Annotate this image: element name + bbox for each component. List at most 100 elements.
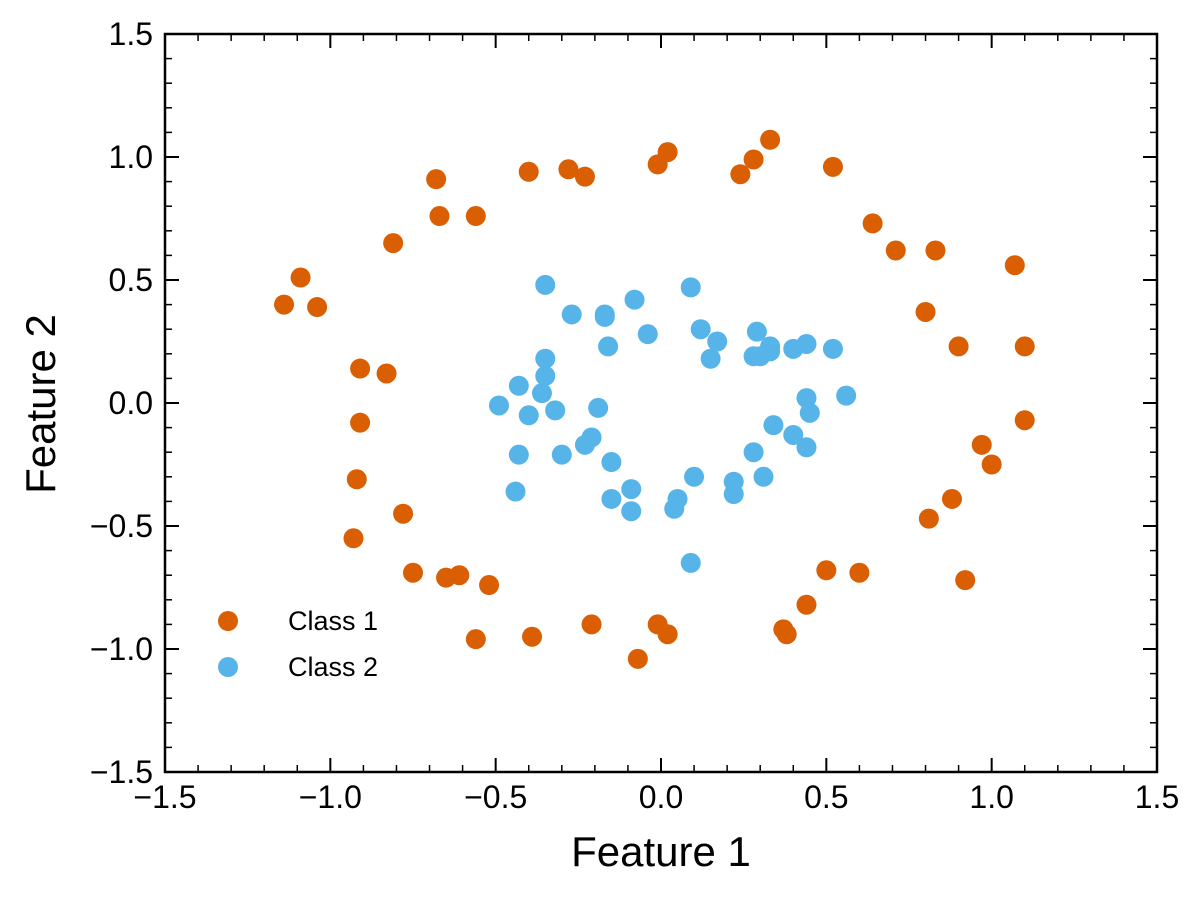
class-2-point (624, 289, 645, 310)
class-1-point (558, 159, 579, 180)
x-tick-label: −0.5 (464, 779, 527, 815)
class-1-point (981, 454, 1002, 475)
class-1-point (307, 297, 328, 318)
class-1-point (522, 626, 543, 647)
legend-label-class-2: Class 2 (288, 652, 378, 682)
class-2-point (753, 466, 774, 487)
class-1-point (290, 267, 311, 288)
class-2-point (508, 375, 529, 396)
class-1-point (1014, 336, 1035, 357)
class-1-point (885, 240, 906, 261)
class-1-point (274, 294, 295, 315)
y-tick-label: 0.0 (109, 385, 153, 421)
class-2-point (637, 324, 658, 345)
tick-labels: −1.5 −1.0 −0.5 0.0 0.5 1.0 1.5 −1.5 −1.0 −0.5 0.0 0… (90, 16, 1179, 815)
class-2-point (621, 501, 642, 522)
class-1-point (657, 142, 678, 163)
class-2-point (690, 319, 711, 340)
class-1-point (918, 508, 939, 529)
class-2-point (488, 395, 509, 416)
class-1-point (426, 169, 447, 190)
class-2-point (531, 383, 552, 404)
class-2-point (783, 424, 804, 445)
class-1-point (479, 575, 500, 596)
class-1-point (465, 206, 486, 227)
class-1-point (862, 213, 883, 234)
x-tick-label: −1.0 (299, 779, 362, 815)
class-2-point (700, 348, 721, 369)
class-2-point (621, 479, 642, 500)
class-1-point (760, 129, 781, 150)
class-2-point (763, 415, 784, 436)
x-tick-label: 1.5 (1135, 779, 1179, 815)
y-tick-label: 0.5 (109, 262, 153, 298)
class-2-point (746, 321, 767, 342)
class-1-point (350, 358, 371, 379)
y-tick-label: 1.0 (109, 139, 153, 175)
data-points (274, 129, 1035, 669)
y-axis-label: Feature 2 (17, 314, 64, 494)
class-1-point (429, 206, 450, 227)
class-2-point (836, 385, 857, 406)
class-1-point (948, 336, 969, 357)
class-1-point (925, 240, 946, 261)
class-1-point (941, 488, 962, 509)
class-2-point (535, 348, 556, 369)
class-1-point (647, 614, 668, 635)
class-1-point (955, 570, 976, 591)
class-2-point (707, 331, 728, 352)
class-1-point (574, 166, 595, 187)
class-2-point (598, 336, 619, 357)
class-2-point (796, 333, 817, 354)
class-1-point (849, 562, 870, 583)
legend-label-class-1: Class 1 (288, 606, 378, 636)
class-2-point (796, 437, 817, 458)
class-1-point (971, 434, 992, 455)
class-1-point (465, 629, 486, 650)
class-1-point (796, 594, 817, 615)
class-1-point (518, 161, 539, 182)
x-tick-label: 1.0 (969, 779, 1013, 815)
y-tick-label: −0.5 (90, 508, 153, 544)
class-2-point (561, 304, 582, 325)
class-2-point (588, 397, 609, 418)
class-2-point (822, 338, 843, 359)
x-tick-label: 0.0 (639, 779, 683, 815)
class-1-point (816, 560, 837, 581)
x-tick-label: 0.5 (804, 779, 848, 815)
class-2-point (518, 405, 539, 426)
class-2-point (680, 552, 701, 573)
class-2-point (684, 466, 705, 487)
class-1-point (581, 614, 602, 635)
class-1-point (1014, 410, 1035, 431)
class-2-point (723, 484, 744, 505)
class-2-point (680, 277, 701, 298)
class-2-point (664, 498, 685, 519)
class-1-point (383, 233, 404, 254)
class-1-point (776, 624, 797, 645)
y-tick-label: −1.0 (90, 631, 153, 667)
class-2-point (760, 341, 781, 362)
class-1-point (1004, 255, 1025, 276)
class-1-point (403, 562, 423, 583)
plot-frame (163, 32, 1159, 774)
class-2-point (551, 444, 572, 465)
legend: Class 1 Class 2 (218, 606, 378, 682)
x-tick-label: −1.5 (133, 779, 196, 815)
class-1-point (730, 164, 751, 185)
class-2-point (574, 434, 595, 455)
class-2-point (535, 365, 556, 386)
class-2-point (535, 274, 556, 295)
class-1-point (822, 156, 843, 177)
class-2-point (799, 402, 820, 423)
legend-marker-class-1 (218, 611, 238, 631)
class-1-point (627, 648, 648, 669)
class-1-point (393, 503, 414, 524)
class-2-point (743, 442, 764, 463)
y-tick-label: −1.5 (90, 754, 153, 790)
legend-marker-class-2 (218, 657, 238, 677)
y-tick-label: 1.5 (109, 16, 153, 52)
class-1-point (915, 301, 936, 322)
